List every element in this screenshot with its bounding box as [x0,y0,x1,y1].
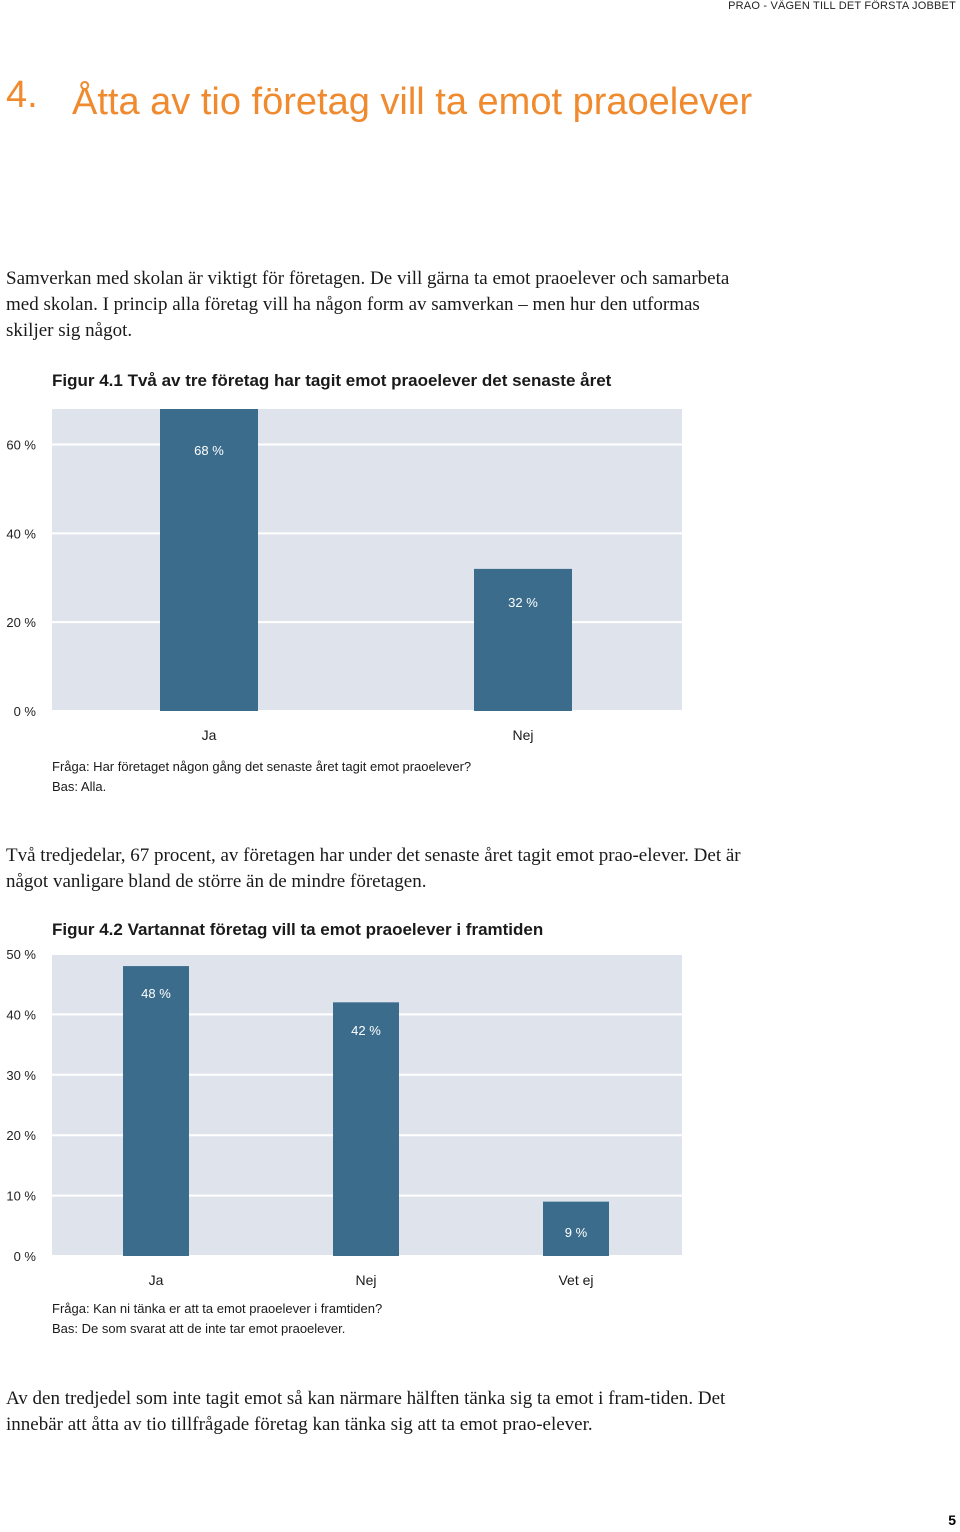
bar [543,1201,609,1256]
page-number: 5 [948,1512,956,1528]
data-label: 32 % [508,595,538,610]
bar [123,966,189,1256]
y-tick-label: 50 % [6,947,36,962]
plot-area [52,409,682,711]
figure-1-chart: 60 % 40 % 20 % 0 % 68 % Ja 32 % Nej [6,409,682,743]
y-tick-label: 20 % [6,1128,36,1143]
figure-1-base: Bas: Alla. [52,779,107,794]
x-tick-label: Vet ej [558,1272,593,1288]
x-tick-label: Nej [355,1272,376,1288]
figure-2-question: Fråga: Kan ni tänka er att ta emot praoe… [52,1301,383,1316]
running-header: PRAO - VÄGEN TILL DET FÖRSTA JOBBET [728,0,956,12]
y-tick-label: 60 % [6,438,36,453]
figure-2-chart: 50 % 40 % 30 % 20 % 10 % 0 % 48 % Ja 42 % Nej 9 % V… [6,947,682,1288]
data-label: 48 % [141,986,171,1001]
x-tick-label: Ja [202,727,217,743]
x-tick-label: Nej [512,727,533,743]
y-tick-label: 40 % [6,526,36,541]
y-tick-label: 30 % [6,1068,36,1083]
bar [160,409,258,711]
y-tick-label: 10 % [6,1189,36,1204]
figure-2-title: Figur 4.2 Vartannat företag vill ta emot… [52,920,544,939]
figure-2-base: Bas: De som svarat att de inte tar emot … [52,1321,346,1336]
data-label: 42 % [351,1023,381,1038]
y-tick-label: 20 % [6,615,36,630]
y-tick-label: 0 % [14,1249,37,1264]
conclusion-paragraph: Av den tredjedel som inte tagit emot så … [6,1388,726,1435]
figure-1-title: Figur 4.1 Två av tre företag har tagit e… [52,371,612,390]
chapter-title: Åtta av tio företag vill ta emot praoele… [72,81,753,123]
y-tick-label: 40 % [6,1007,36,1022]
figure-1-commentary: Två tredjedelar, 67 procent, av företage… [6,845,741,892]
figure-1-question: Fråga: Har företaget någon gång det sena… [52,759,472,774]
bar [474,568,572,711]
bar [333,1002,399,1256]
data-label: 68 % [194,443,224,458]
y-tick-label: 0 % [14,704,37,719]
data-label: 9 % [565,1225,588,1240]
chapter-number: 4. [6,74,38,116]
intro-paragraph: Samverkan med skolan är viktigt för före… [6,268,730,341]
x-tick-label: Ja [149,1272,164,1288]
